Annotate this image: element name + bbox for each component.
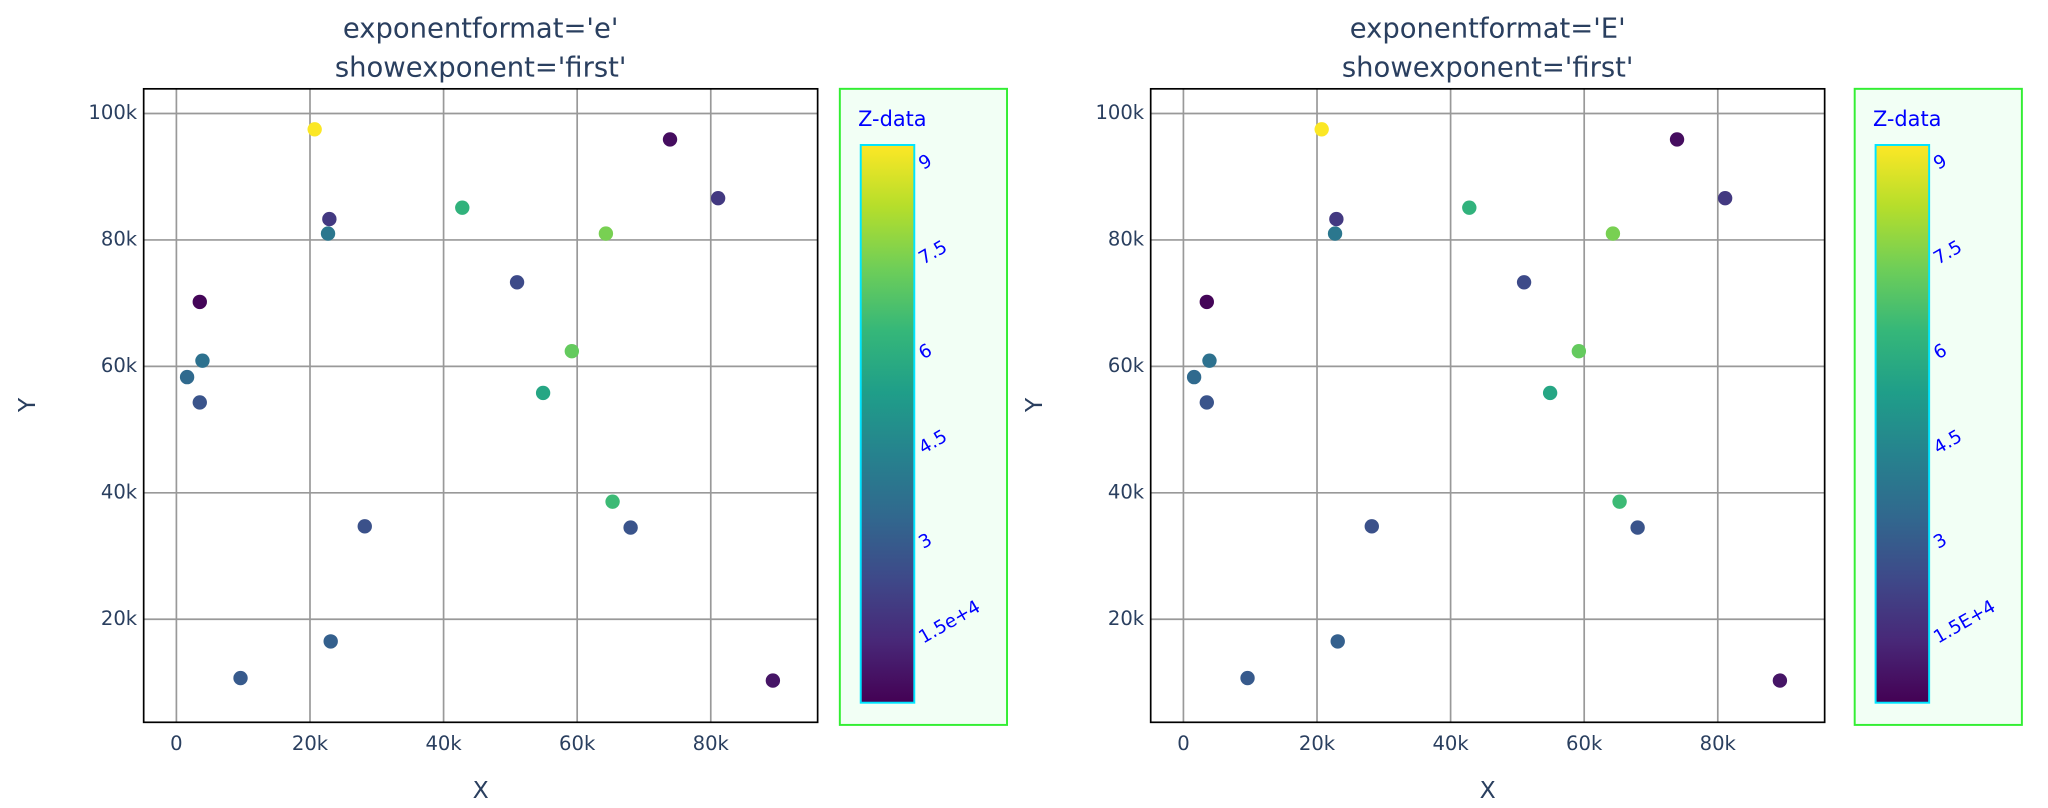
- x-tick-label: 40k: [425, 732, 462, 755]
- scatter-point: [1202, 353, 1217, 368]
- scatter-point: [1542, 385, 1558, 401]
- y-tick-label: 80k: [1108, 227, 1145, 250]
- scatter-point: [509, 275, 525, 290]
- scatter-point: [1314, 122, 1329, 137]
- y-tick-label: 60k: [1108, 354, 1145, 377]
- y-axis-title: Y: [13, 397, 41, 413]
- scatter-point: [1605, 226, 1621, 241]
- scatter-point: [1327, 226, 1343, 241]
- plot-frame: [142, 87, 819, 724]
- x-tick-label: 0: [170, 732, 182, 755]
- x-axis-title: X: [1480, 776, 1496, 804]
- x-tick-label: 0: [1177, 732, 1189, 755]
- scatter-point: [765, 673, 781, 688]
- scatter-point: [1630, 520, 1645, 535]
- scatter-point: [1329, 211, 1344, 227]
- scatter-point: [322, 211, 337, 227]
- x-tick-label: 40k: [1432, 732, 1469, 755]
- scatter-point: [1186, 369, 1202, 385]
- colorbar-title: Z-data: [1873, 107, 1942, 131]
- scatter-point: [307, 122, 322, 137]
- scatter-point: [1669, 132, 1685, 147]
- scatter-point: [1240, 670, 1255, 686]
- scatter-point: [623, 520, 638, 535]
- chart-title: showexponent='first': [335, 53, 627, 84]
- colorbar-title: Z-data: [858, 107, 927, 131]
- colorbar: [1874, 144, 1931, 704]
- colorbar: [859, 144, 916, 704]
- y-tick-label: 100k: [88, 101, 137, 124]
- scatter-point: [323, 634, 338, 649]
- scatter-point: [1717, 191, 1733, 206]
- scatter-point: [710, 191, 726, 206]
- x-tick-label: 60k: [559, 732, 596, 755]
- scatter-point: [1462, 200, 1477, 215]
- y-tick-label: 80k: [101, 227, 138, 250]
- y-tick-label: 20k: [1108, 607, 1145, 630]
- scatter-point: [1612, 494, 1627, 509]
- scatter-point: [320, 226, 336, 241]
- y-tick-label: 100k: [1095, 101, 1144, 124]
- x-tick-label: 60k: [1566, 732, 1603, 755]
- scatter-point: [1199, 294, 1214, 310]
- scatter-point: [192, 294, 207, 310]
- chart-title: exponentformat='e': [343, 14, 618, 45]
- scatter-point: [605, 494, 620, 509]
- scatter-point: [1772, 673, 1788, 688]
- y-tick-label: 20k: [101, 607, 138, 630]
- scatter-point: [1199, 395, 1214, 410]
- scatter-point: [179, 369, 195, 385]
- x-tick-label: 20k: [292, 732, 329, 755]
- chart-title: exponentformat='E': [1350, 14, 1626, 45]
- scatter-point: [662, 132, 678, 147]
- x-tick-label: 80k: [693, 732, 730, 755]
- y-tick-label: 40k: [1108, 480, 1145, 503]
- scatter-point: [195, 353, 210, 368]
- scatter-point: [598, 226, 614, 241]
- y-axis-title: Y: [1020, 397, 1048, 413]
- scatter-point: [192, 395, 207, 410]
- scatter-point: [1330, 634, 1345, 649]
- scatter-point: [1364, 519, 1379, 534]
- scatter-point: [455, 200, 470, 215]
- scatter-point: [1516, 275, 1532, 290]
- chart-title: showexponent='first': [1342, 53, 1634, 84]
- plot-frame: [1149, 87, 1826, 724]
- x-tick-label: 20k: [1299, 732, 1336, 755]
- scatter-point: [564, 344, 580, 359]
- x-axis-title: X: [473, 776, 489, 804]
- scatter-point: [233, 670, 248, 686]
- y-tick-label: 40k: [101, 480, 138, 503]
- scatter-point: [1571, 344, 1587, 359]
- y-tick-label: 60k: [101, 354, 138, 377]
- scatter-point: [357, 519, 372, 534]
- x-tick-label: 80k: [1700, 732, 1737, 755]
- scatter-point: [535, 385, 551, 401]
